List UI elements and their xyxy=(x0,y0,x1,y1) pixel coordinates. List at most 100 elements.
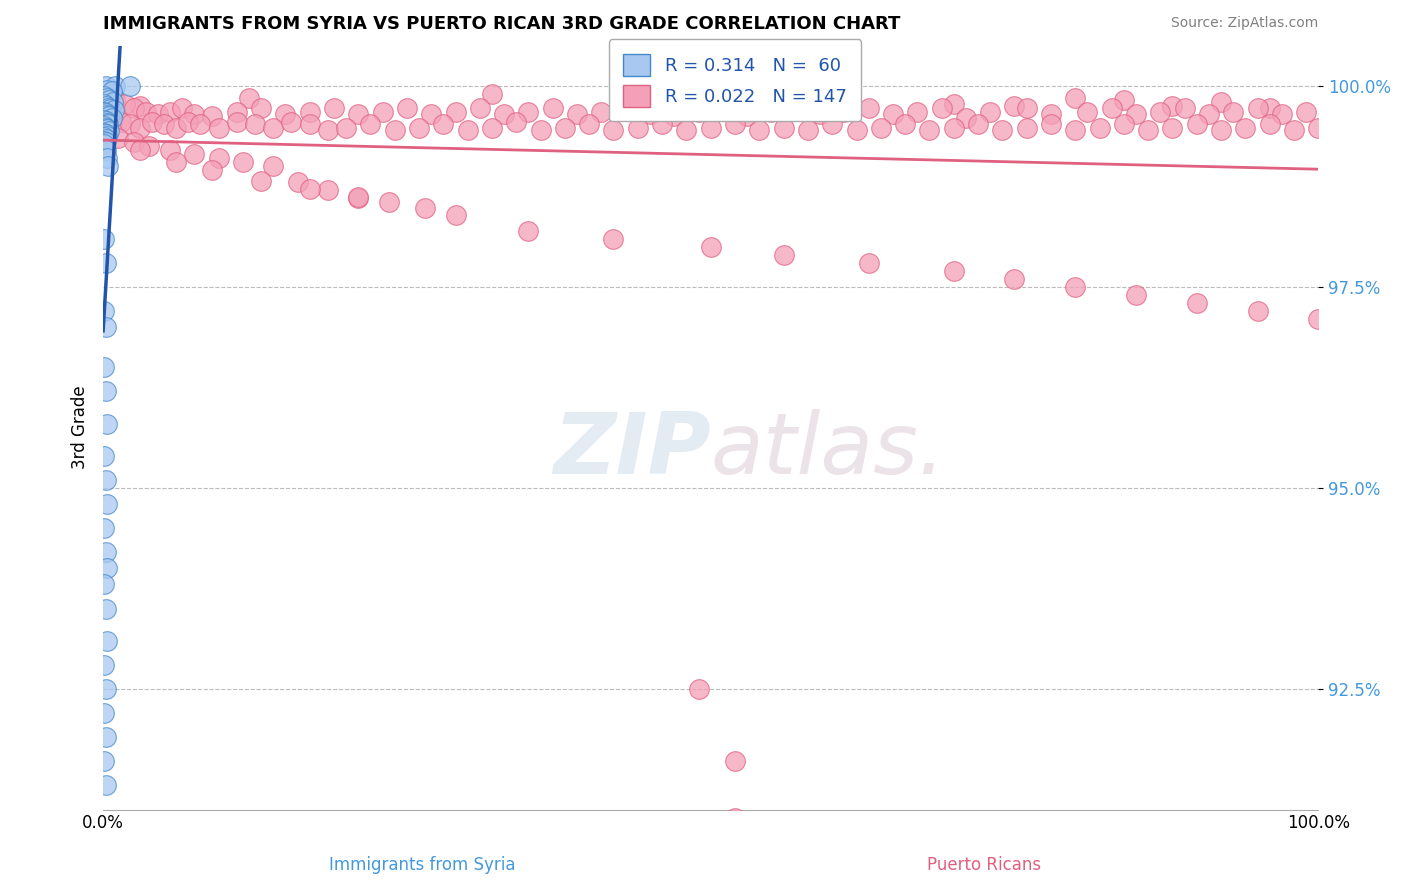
Point xyxy=(1209,123,1232,137)
Point xyxy=(578,118,600,132)
Point xyxy=(1015,102,1038,116)
Point xyxy=(1004,99,1026,113)
Point xyxy=(94,132,117,146)
Point xyxy=(772,248,794,262)
Point xyxy=(1088,120,1111,135)
Point xyxy=(408,120,430,135)
Point xyxy=(432,118,454,132)
Point xyxy=(565,107,588,121)
Point xyxy=(845,123,868,137)
Point xyxy=(505,115,527,129)
Point xyxy=(250,174,273,188)
Point xyxy=(97,159,120,173)
Point xyxy=(262,120,284,135)
Point xyxy=(94,320,117,334)
Point xyxy=(413,201,436,215)
Point xyxy=(238,91,260,105)
Point xyxy=(1174,102,1197,116)
Point xyxy=(298,104,321,119)
Point xyxy=(94,143,117,157)
Point xyxy=(118,78,141,93)
Point xyxy=(93,521,115,535)
Point xyxy=(967,118,990,132)
Point xyxy=(97,118,120,132)
Point xyxy=(1112,93,1135,107)
Point xyxy=(761,819,783,833)
Point xyxy=(347,191,370,205)
Point xyxy=(1209,95,1232,109)
Point xyxy=(96,497,118,511)
Point xyxy=(347,107,370,121)
Point xyxy=(664,110,686,124)
Point xyxy=(347,190,370,204)
Point xyxy=(104,93,127,107)
Point xyxy=(821,88,844,103)
Point xyxy=(323,102,346,116)
Point xyxy=(808,107,831,121)
Point xyxy=(384,123,406,137)
Text: atlas.: atlas. xyxy=(710,409,946,492)
Point xyxy=(494,107,516,121)
Point xyxy=(96,83,118,97)
Point xyxy=(122,135,145,149)
Point xyxy=(94,730,117,744)
Point xyxy=(298,118,321,132)
Point xyxy=(101,112,124,127)
Point xyxy=(232,155,254,169)
Point xyxy=(94,681,117,696)
Point xyxy=(858,102,880,116)
Point xyxy=(280,115,302,129)
Point xyxy=(243,118,266,132)
Text: IMMIGRANTS FROM SYRIA VS PUERTO RICAN 3RD GRADE CORRELATION CHART: IMMIGRANTS FROM SYRIA VS PUERTO RICAN 3R… xyxy=(103,15,900,33)
Point xyxy=(529,123,551,137)
Point xyxy=(225,104,247,119)
Point xyxy=(1246,304,1268,318)
Point xyxy=(1137,123,1160,137)
Point xyxy=(287,175,309,189)
Point xyxy=(541,102,564,116)
Point xyxy=(262,159,284,173)
Point xyxy=(96,91,118,105)
Point xyxy=(128,99,150,113)
Point xyxy=(444,104,467,119)
Point xyxy=(1064,280,1087,294)
Point xyxy=(602,123,624,137)
Point xyxy=(94,256,117,270)
Point xyxy=(761,104,783,119)
Point xyxy=(159,143,181,157)
Point xyxy=(785,102,807,116)
Point xyxy=(821,118,844,132)
Point xyxy=(481,120,503,135)
Point xyxy=(748,123,770,137)
Point xyxy=(955,111,977,125)
Point xyxy=(118,118,141,132)
Point xyxy=(138,139,160,153)
Point xyxy=(93,96,115,111)
Point xyxy=(1222,104,1244,119)
Point xyxy=(94,127,117,141)
Point xyxy=(103,103,125,117)
Point xyxy=(93,232,115,246)
Point xyxy=(1308,312,1330,326)
Point xyxy=(627,120,650,135)
Point xyxy=(122,102,145,116)
Point xyxy=(1258,118,1281,132)
Point xyxy=(298,182,321,196)
Point xyxy=(1271,107,1294,121)
Point xyxy=(1064,91,1087,105)
Point xyxy=(797,123,820,137)
Point xyxy=(905,104,928,119)
Point xyxy=(1234,120,1257,135)
Point xyxy=(128,120,150,135)
Point xyxy=(359,118,381,132)
Text: Puerto Ricans: Puerto Ricans xyxy=(927,855,1042,873)
Point xyxy=(159,104,181,119)
Point xyxy=(96,417,118,431)
Point xyxy=(869,120,891,135)
Point xyxy=(104,78,127,93)
Point xyxy=(93,577,115,591)
Point xyxy=(250,102,273,116)
Point xyxy=(675,123,697,137)
Point xyxy=(918,123,941,137)
Point xyxy=(94,545,117,559)
